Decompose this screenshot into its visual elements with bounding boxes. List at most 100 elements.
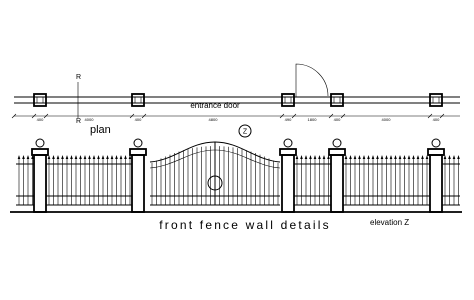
picket-tip xyxy=(457,155,460,159)
picket-tip xyxy=(322,155,326,159)
picket-tip xyxy=(70,155,73,159)
pier-plan xyxy=(429,93,443,107)
pier-plan-inner xyxy=(284,96,292,104)
pier-ball xyxy=(431,138,441,148)
section-mark: R xyxy=(76,74,81,81)
dimension-tick xyxy=(291,113,297,119)
picket-tip xyxy=(358,155,361,159)
picket-tip xyxy=(412,155,415,159)
pier-cap xyxy=(279,148,297,156)
dimension-label: 490 xyxy=(285,117,292,122)
picket-tip xyxy=(88,155,91,159)
pier-cap xyxy=(31,148,49,156)
picket-tip xyxy=(22,155,25,159)
section-mark: R xyxy=(76,118,81,125)
picket-tip xyxy=(376,155,379,159)
picket-tip xyxy=(124,155,127,159)
dimension-tick xyxy=(129,113,135,119)
picket-tip xyxy=(403,155,406,159)
dimension-label: 4800 xyxy=(209,117,219,122)
pier-ball xyxy=(332,138,342,148)
picket-tip xyxy=(452,155,456,159)
dimension-tick xyxy=(427,113,433,119)
dimension-tick xyxy=(31,113,37,119)
picket-tip xyxy=(79,155,82,159)
pier-plan xyxy=(131,93,145,107)
pier-cap xyxy=(129,148,147,156)
picket-tip xyxy=(380,155,384,159)
picket-tip xyxy=(394,155,397,159)
picket-tip xyxy=(47,155,51,159)
picket-tip xyxy=(83,155,87,159)
picket-tip xyxy=(119,155,123,159)
pier-plan-inner xyxy=(432,96,440,104)
picket-tip xyxy=(56,155,60,159)
picket-tip xyxy=(344,155,348,159)
pier-plan-inner xyxy=(333,96,341,104)
picket-tip xyxy=(17,155,21,159)
picket-tip xyxy=(74,155,78,159)
pier-ball xyxy=(133,138,143,148)
dimension-label: 4000 xyxy=(382,117,392,122)
pier-cap xyxy=(328,148,346,156)
picket-tip xyxy=(128,155,132,159)
picket-tip xyxy=(26,155,30,159)
dimension-tick xyxy=(11,113,17,119)
view-mark: Z xyxy=(243,128,248,135)
pier-plan-inner xyxy=(134,96,142,104)
picket-tip xyxy=(61,155,64,159)
picket-tip xyxy=(295,155,299,159)
picket-tip xyxy=(407,155,411,159)
picket-tip xyxy=(389,155,393,159)
dimension-tick xyxy=(279,113,285,119)
picket-tip xyxy=(327,155,330,159)
picket-tip xyxy=(443,155,447,159)
picket-tip xyxy=(448,155,451,159)
picket-tip xyxy=(97,155,100,159)
dimension-label: 400 xyxy=(433,117,440,122)
picket-tip xyxy=(92,155,96,159)
view-mark-circle xyxy=(238,124,252,138)
dimension-tick xyxy=(328,113,334,119)
pier-plan xyxy=(281,93,295,107)
pier-ball xyxy=(35,138,45,148)
picket-tip xyxy=(385,155,388,159)
picket-tip xyxy=(313,155,317,159)
pier-plan-inner xyxy=(36,96,44,104)
picket-tip xyxy=(52,155,55,159)
elevation-view: Z front fence wall details elevation Z xyxy=(10,124,462,232)
picket-tip xyxy=(31,155,34,159)
dimension-label: 400 xyxy=(37,117,44,122)
pier-ball xyxy=(283,138,293,148)
picket-tip xyxy=(106,155,109,159)
picket-tip xyxy=(425,155,429,159)
picket-tip xyxy=(300,155,303,159)
picket-tip xyxy=(362,155,366,159)
door-swing xyxy=(295,63,329,97)
dimension-tick xyxy=(340,113,346,119)
picket-tip xyxy=(318,155,321,159)
picket-tip xyxy=(101,155,105,159)
picket-tip xyxy=(110,155,114,159)
picket-tip xyxy=(353,155,357,159)
picket-tip xyxy=(367,155,370,159)
dimension-tick xyxy=(43,113,49,119)
dimension-tick xyxy=(141,113,147,119)
elevation-title: front fence wall details xyxy=(159,218,331,232)
pier-plan xyxy=(330,93,344,107)
elevation-label: elevation Z xyxy=(370,218,409,227)
picket-tip xyxy=(65,155,69,159)
pier-plan xyxy=(33,93,47,107)
dimension-tick xyxy=(439,113,445,119)
plan-label: plan xyxy=(90,124,111,136)
picket-tip xyxy=(398,155,402,159)
dimension-label: 400 xyxy=(135,117,142,122)
dimension-label: 4000 xyxy=(85,117,95,122)
dimension-label: 400 xyxy=(334,117,341,122)
picket-tip xyxy=(304,155,308,159)
picket-tip xyxy=(371,155,375,159)
picket-tip xyxy=(115,155,118,159)
picket-tip xyxy=(349,155,352,159)
